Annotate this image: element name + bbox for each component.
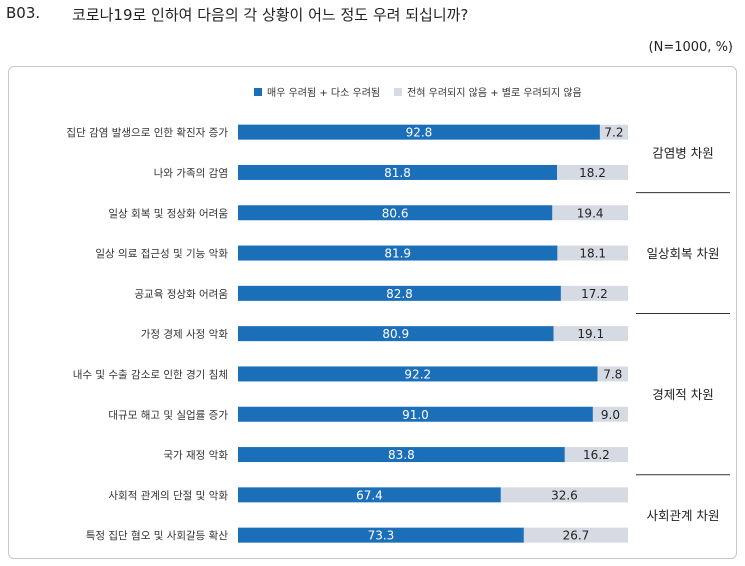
legend-swatch-no-concern [394, 87, 403, 96]
bar-concern [238, 205, 553, 221]
value-label-no-concern: 18.2 [579, 166, 606, 180]
value-label-concern: 92.8 [406, 126, 433, 140]
question-number: B03. [6, 4, 41, 22]
value-label-no-concern: 16.2 [583, 448, 610, 462]
value-label-concern: 92.2 [404, 367, 431, 381]
group-label: 감염병 차원 [652, 145, 713, 160]
value-label-no-concern: 32.6 [551, 488, 578, 502]
bar-concern [238, 487, 501, 503]
value-label-concern: 91.0 [402, 408, 429, 422]
bar-no-concern [564, 447, 628, 463]
group-label: 일상회복 차원 [647, 246, 720, 261]
category-label: 국가 재정 악화 [163, 450, 228, 462]
value-label-no-concern: 7.8 [603, 367, 622, 381]
bar-concern [238, 326, 554, 342]
bar-no-concern [592, 406, 628, 422]
value-label-no-concern: 7.2 [604, 126, 623, 140]
value-label-concern: 81.9 [384, 247, 411, 261]
category-label: 대규모 해고 및 실업률 증가 [108, 408, 228, 421]
category-label: 일상 의료 접근성 및 기능 악화 [95, 247, 228, 260]
value-label-no-concern: 19.4 [577, 206, 604, 220]
bar-concern [238, 285, 561, 301]
bar-no-concern [552, 205, 628, 221]
question-text: 코로나19로 인하여 다음의 각 상황이 어느 정도 우려 되십니까? [72, 6, 469, 24]
value-label-no-concern: 19.1 [577, 327, 604, 341]
bar-no-concern [557, 164, 628, 180]
legend-item-concern: 매우 우려됨 + 다소 우려됨 [254, 84, 380, 99]
category-label: 집단 감염 발생으로 인한 확진자 증가 [66, 126, 228, 139]
chart-panel [8, 66, 737, 559]
value-label-concern: 80.9 [382, 327, 409, 341]
bar-no-concern [560, 285, 628, 301]
legend-label-no-concern: 전혀 우려되지 않음 + 별로 우려되지 않음 [407, 88, 582, 99]
bar-concern [238, 406, 593, 422]
bar-no-concern [500, 487, 628, 503]
value-label-no-concern: 18.1 [579, 247, 606, 261]
bar-no-concern [599, 124, 628, 140]
value-label-concern: 73.3 [368, 529, 395, 543]
category-label: 공교육 정상화 어려움 [134, 288, 228, 300]
legend-swatch-concern [254, 87, 262, 96]
legend: 매우 우려됨 + 다소 우려됨 전혀 우려되지 않음 + 별로 우려되지 않음 [254, 84, 596, 99]
group-label: 경제적 차원 [652, 387, 713, 402]
value-label-no-concern: 9.0 [601, 408, 620, 422]
category-label: 나와 가족의 감염 [154, 167, 228, 179]
bar-concern [238, 366, 598, 382]
bar-no-concern [557, 245, 628, 261]
legend-label-concern: 매우 우려됨 + 다소 우려됨 [267, 88, 381, 99]
value-label-concern: 80.6 [382, 206, 409, 220]
value-label-concern: 83.8 [388, 448, 415, 462]
bar-no-concern [553, 326, 628, 342]
category-label: 내수 및 수출 감소로 인한 경기 침체 [73, 368, 228, 381]
category-label: 일상 회복 및 정상화 어려움 [108, 207, 228, 220]
group-label: 사회관계 차원 [647, 508, 720, 523]
category-label: 사회적 관계의 단절 및 악화 [108, 489, 228, 502]
bar-concern [238, 164, 558, 180]
bar-concern [238, 527, 524, 543]
value-label-concern: 82.8 [386, 287, 413, 301]
legend-item-no-concern: 전혀 우려되지 않음 + 별로 우려되지 않음 [394, 84, 582, 99]
bar-no-concern [597, 366, 628, 382]
bar-no-concern [523, 527, 628, 543]
value-label-no-concern: 17.2 [581, 287, 608, 301]
bar-concern [238, 447, 565, 463]
bar-concern [238, 245, 558, 261]
sample-note: (N=1000, %) [648, 40, 733, 55]
value-label-concern: 67.4 [356, 488, 383, 502]
category-label: 특정 집단 혐오 및 사회갈등 확산 [86, 529, 229, 542]
value-label-concern: 81.8 [384, 166, 411, 180]
value-label-no-concern: 26.7 [563, 529, 590, 543]
category-label: 가정 경제 사정 악화 [141, 328, 229, 341]
bar-concern [238, 124, 600, 140]
